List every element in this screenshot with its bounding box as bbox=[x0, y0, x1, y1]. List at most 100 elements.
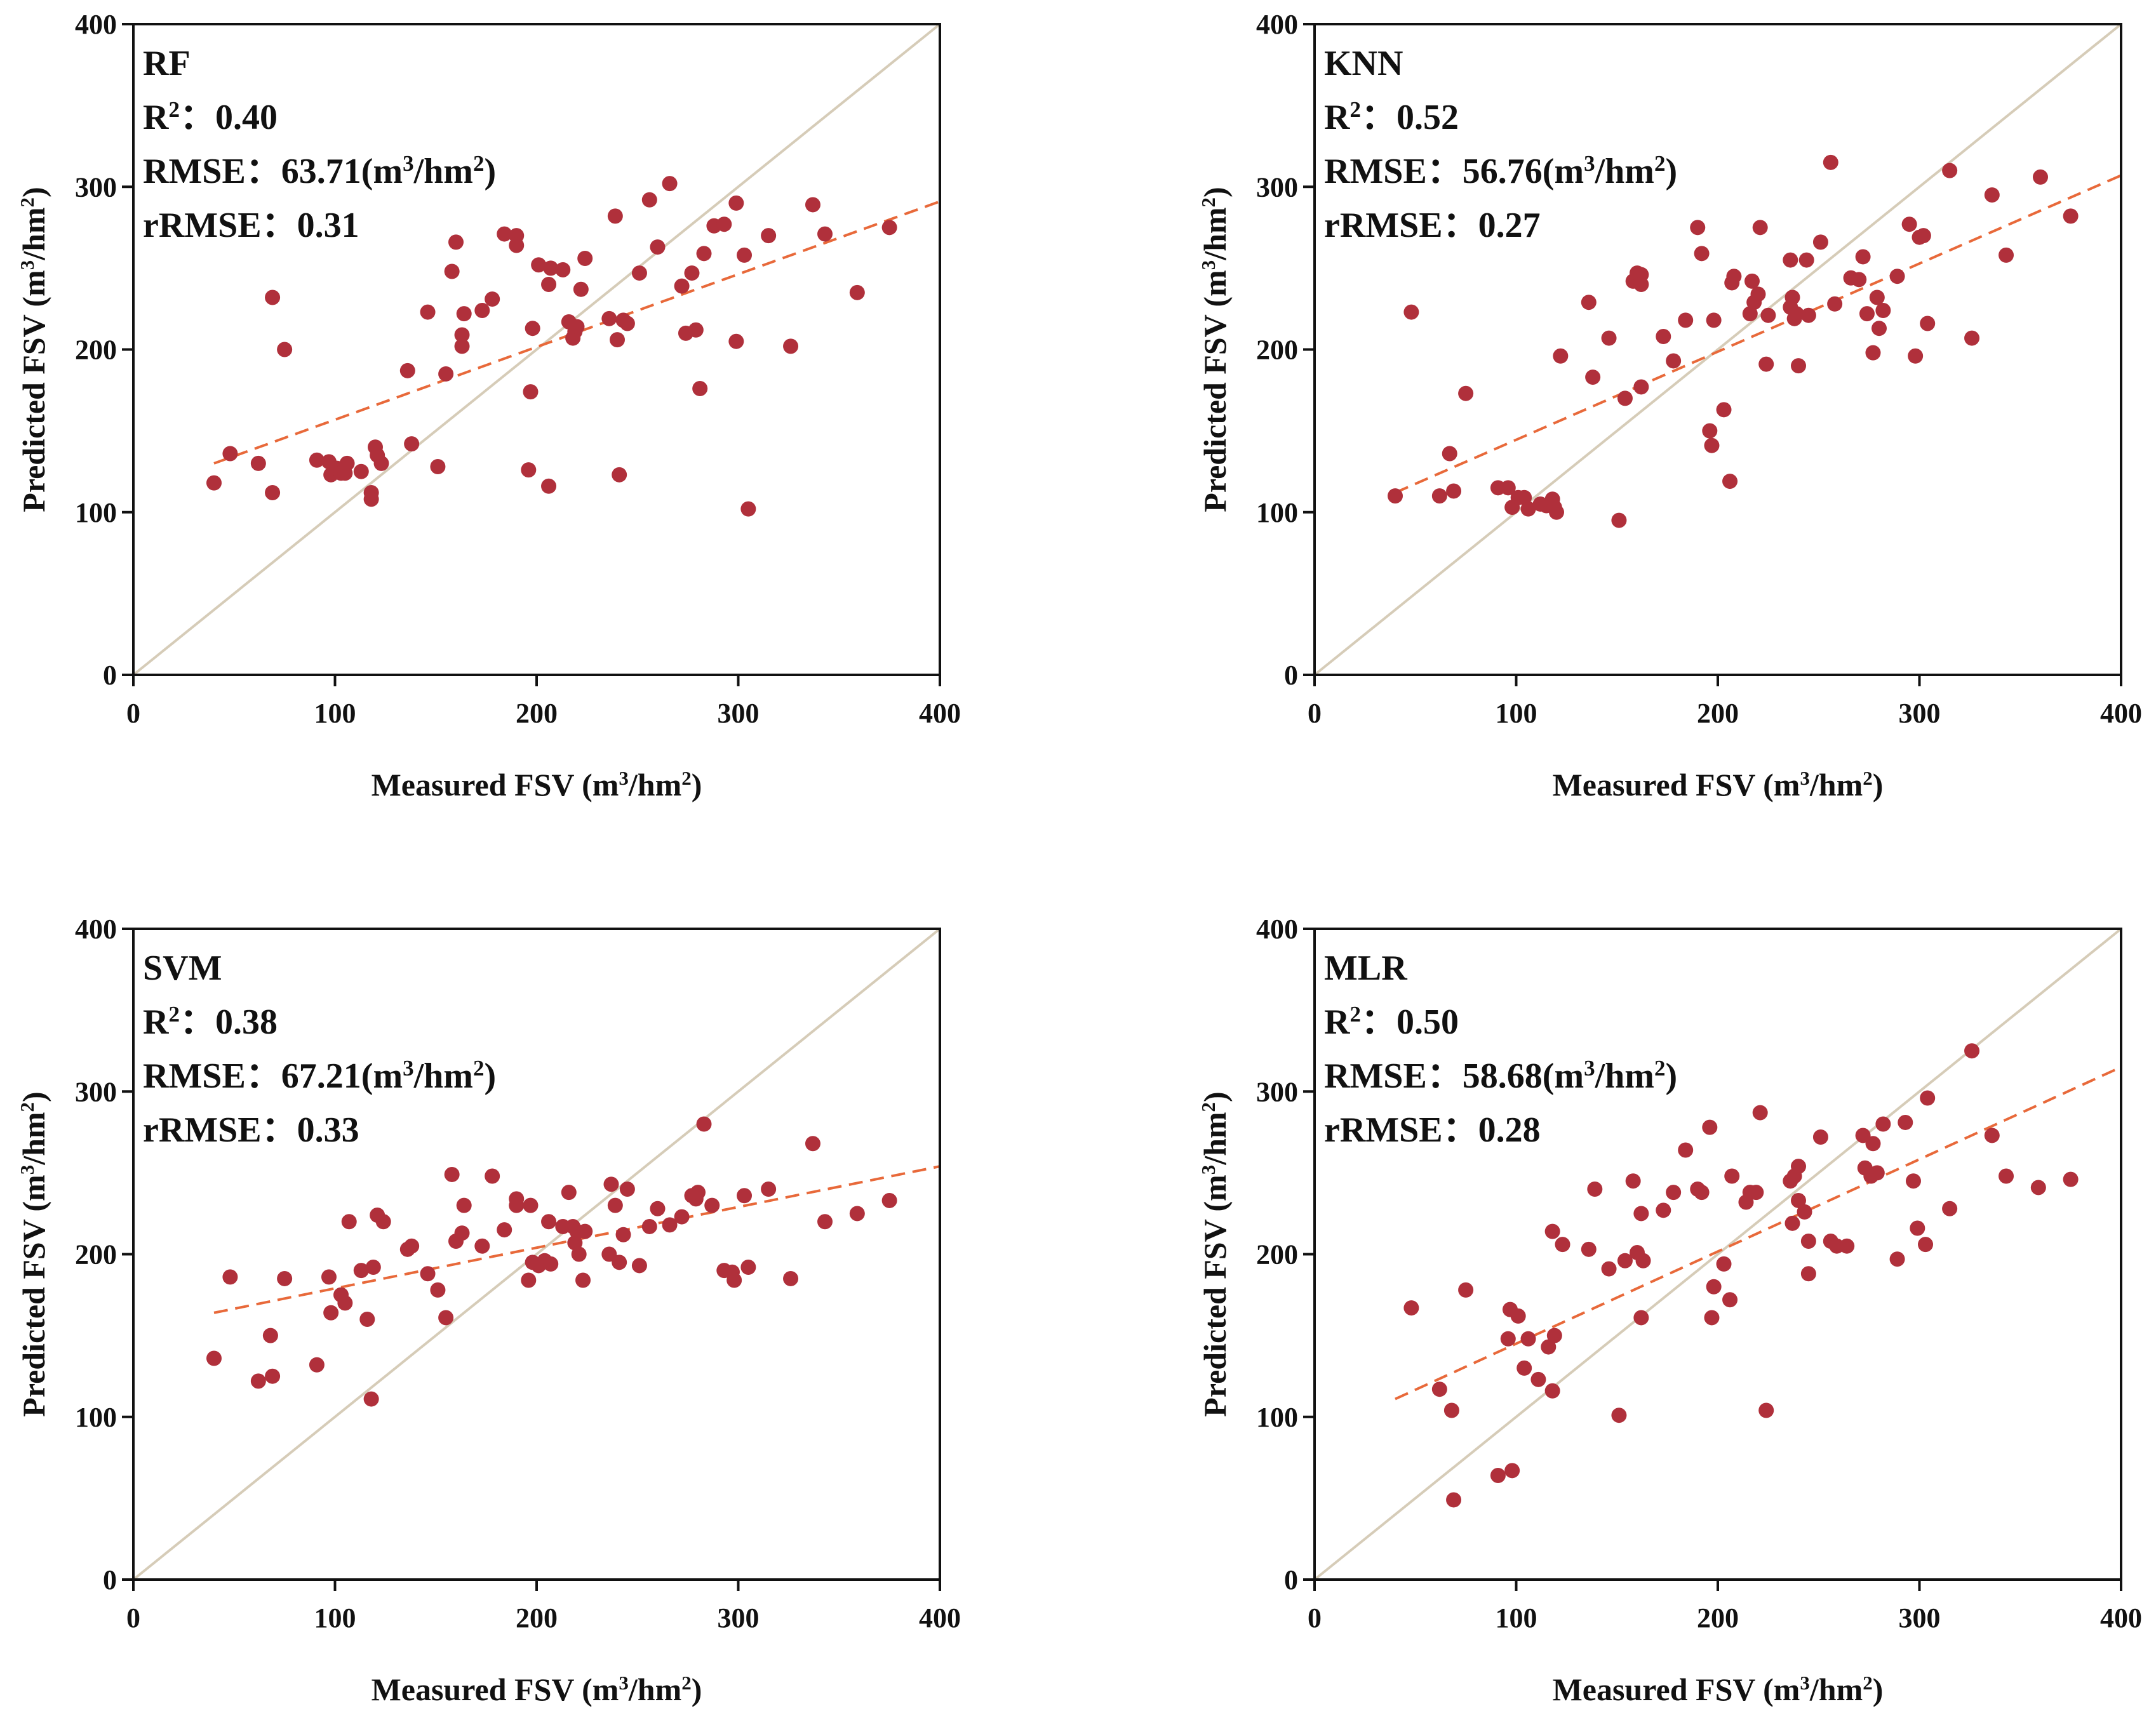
data-point bbox=[454, 327, 470, 343]
data-point bbox=[704, 1197, 720, 1213]
x-axis-label-part: Measured FSV (m bbox=[1553, 767, 1800, 802]
rrmse-label: rRMSE： bbox=[1324, 206, 1478, 245]
rmse-unit-part: /hm bbox=[413, 152, 473, 191]
data-point bbox=[1752, 1105, 1768, 1121]
x-axis-label-part: ) bbox=[1873, 1672, 1884, 1707]
data-point bbox=[1964, 330, 1980, 346]
data-point bbox=[1520, 1331, 1536, 1347]
data-point bbox=[1388, 488, 1403, 504]
data-point bbox=[265, 290, 281, 305]
y-axis-label-sup: 2 bbox=[16, 1102, 38, 1112]
rmse-label: RMSE： bbox=[143, 1056, 281, 1096]
data-point bbox=[1431, 488, 1447, 504]
y-tick-label: 200 bbox=[75, 1239, 117, 1270]
y-tick-label: 400 bbox=[1256, 9, 1298, 40]
x-axis-label: Measured FSV (m3/hm2) bbox=[372, 1672, 702, 1708]
data-point bbox=[420, 1266, 436, 1282]
data-point bbox=[692, 381, 708, 396]
rmse-unit-sup: 3 bbox=[1584, 151, 1595, 176]
y-axis-label-sup: 3 bbox=[1197, 1165, 1219, 1175]
y-axis-label: Predicted FSV (m3/hm2) bbox=[1197, 187, 1233, 512]
data-point bbox=[1694, 246, 1710, 262]
data-point bbox=[399, 363, 415, 378]
data-point bbox=[1530, 1371, 1546, 1387]
x-tick-label: 100 bbox=[314, 1602, 356, 1634]
data-point bbox=[1800, 307, 1816, 323]
data-point bbox=[454, 1225, 470, 1241]
data-point bbox=[1942, 163, 1958, 178]
data-point bbox=[497, 1222, 512, 1238]
data-point bbox=[1581, 295, 1597, 310]
x-tick-label: 200 bbox=[516, 698, 558, 729]
data-point bbox=[1744, 273, 1760, 289]
data-point bbox=[1625, 1173, 1641, 1189]
r2-value: 0.50 bbox=[1396, 1002, 1459, 1042]
data-point bbox=[575, 1272, 591, 1288]
rmse-unit-sup: 3 bbox=[403, 151, 414, 176]
data-point bbox=[561, 1185, 577, 1201]
y-axis-label-sup: 2 bbox=[1197, 197, 1219, 208]
r2-label-part: ： bbox=[1361, 98, 1396, 137]
r2-stat: R2：0.38 bbox=[143, 1002, 278, 1042]
r2-label-sup: 2 bbox=[1349, 97, 1361, 122]
data-point bbox=[1748, 1185, 1764, 1201]
x-axis-label: Measured FSV (m3/hm2) bbox=[1553, 767, 1884, 803]
data-point bbox=[1875, 303, 1891, 318]
data-point bbox=[277, 342, 293, 357]
data-point bbox=[222, 1269, 238, 1285]
data-point bbox=[1443, 1402, 1459, 1418]
data-point bbox=[1791, 1159, 1806, 1175]
x-axis-label-sup: 3 bbox=[619, 1672, 629, 1694]
y-tick-label: 100 bbox=[1256, 1402, 1298, 1433]
data-point bbox=[1797, 1204, 1812, 1220]
data-point bbox=[265, 1368, 281, 1384]
data-point bbox=[761, 228, 777, 244]
y-axis-label-part: Predicted FSV (m bbox=[16, 270, 51, 512]
rmse-unit-part: ) bbox=[1665, 1056, 1677, 1096]
rmse-unit-part: /hm bbox=[1595, 1056, 1654, 1096]
data-point bbox=[1611, 1408, 1627, 1423]
data-point bbox=[631, 1258, 647, 1274]
rmse-unit-sup: 3 bbox=[1584, 1056, 1595, 1081]
x-tick-label: 100 bbox=[1496, 1602, 1537, 1634]
y-tick-label: 100 bbox=[75, 1402, 117, 1433]
data-point bbox=[250, 1373, 266, 1389]
data-point bbox=[805, 1136, 820, 1152]
y-axis-label-sup: 3 bbox=[16, 260, 38, 270]
data-point bbox=[1839, 1238, 1855, 1254]
x-tick-label: 100 bbox=[314, 698, 356, 729]
data-point bbox=[1431, 1381, 1447, 1397]
r2-value: 0.40 bbox=[215, 98, 278, 137]
y-axis-label-sup: 2 bbox=[1197, 1102, 1219, 1112]
x-axis-label-sup: 3 bbox=[619, 767, 629, 789]
data-point bbox=[541, 1214, 557, 1230]
data-point bbox=[206, 1350, 222, 1366]
data-point bbox=[737, 1188, 753, 1204]
data-point bbox=[615, 1227, 631, 1242]
data-point bbox=[1783, 252, 1798, 268]
data-point bbox=[1500, 480, 1516, 496]
data-point bbox=[353, 1263, 369, 1279]
data-point bbox=[1784, 1215, 1800, 1231]
data-point bbox=[650, 1201, 666, 1216]
data-point bbox=[1984, 187, 2000, 203]
y-axis-label-sup: 3 bbox=[1197, 260, 1219, 270]
data-point bbox=[849, 1206, 865, 1222]
data-point bbox=[631, 265, 647, 281]
data-point bbox=[541, 277, 557, 292]
y-tick-label: 300 bbox=[1256, 1076, 1298, 1107]
data-point bbox=[662, 1217, 678, 1233]
data-point bbox=[601, 310, 617, 326]
data-point bbox=[1490, 1468, 1506, 1483]
rmse-unit-part: /hm bbox=[1595, 152, 1654, 191]
data-point bbox=[881, 220, 897, 236]
y-axis-label-part: ) bbox=[1197, 1091, 1233, 1102]
data-point bbox=[569, 319, 585, 335]
data-point bbox=[485, 1168, 500, 1184]
data-point bbox=[1520, 501, 1536, 517]
data-point bbox=[321, 1269, 337, 1285]
data-point bbox=[737, 247, 753, 263]
data-point bbox=[359, 1312, 375, 1327]
data-point bbox=[543, 260, 559, 276]
rrmse-stat: rRMSE：0.33 bbox=[143, 1110, 359, 1150]
